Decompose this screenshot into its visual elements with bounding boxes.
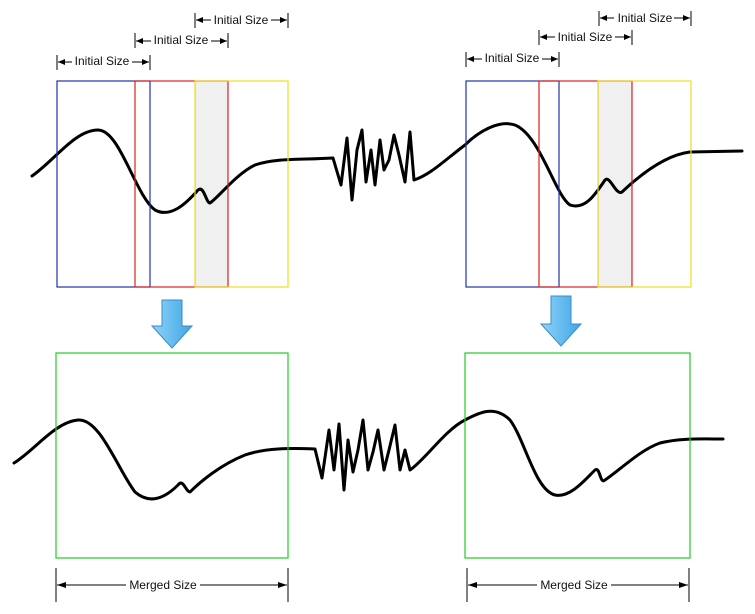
left-merged-size-label: Merged Size: [129, 578, 197, 592]
right-merged-window: [464, 352, 691, 559]
bottom-signal-curve: [12, 409, 725, 501]
left-down-arrow-icon: [150, 299, 194, 349]
right-initial-size-dim-2: Initial Size: [538, 30, 633, 45]
left-window-yellow: [194, 80, 289, 288]
right-initial-size-label-1: Initial Size: [485, 51, 540, 65]
left-window-red: [134, 80, 229, 288]
left-initial-size-label-1: Initial Size: [75, 54, 130, 68]
left-merged-window: [55, 352, 289, 559]
right-down-arrow-icon: [539, 295, 583, 347]
right-overlap-shadow: [598, 81, 632, 287]
left-initial-size-dim-3: Initial Size: [194, 13, 289, 28]
right-initial-size-label-3: Initial Size: [618, 11, 673, 25]
right-merged-size-label: Merged Size: [540, 578, 608, 592]
left-initial-size-label-3: Initial Size: [214, 13, 269, 27]
right-window-yellow: [597, 80, 692, 288]
right-window-red: [538, 80, 633, 288]
right-initial-size-dim-1: Initial Size: [465, 51, 560, 67]
right-window-blue: [465, 80, 560, 288]
right-merged-size-dim: Merged Size: [466, 568, 690, 602]
left-merged-size-dim: Merged Size: [55, 568, 289, 602]
left-initial-size-dim-2: Initial Size: [134, 33, 229, 48]
right-initial-size-label-2: Initial Size: [558, 30, 613, 44]
left-initial-size-dim-1: Initial Size: [56, 54, 151, 70]
left-initial-size-label-2: Initial Size: [154, 33, 209, 47]
top-signal-curve: [30, 122, 744, 214]
right-initial-size-dim-3: Initial Size: [598, 11, 692, 26]
left-window-blue: [56, 80, 151, 288]
left-overlap-shadow: [195, 81, 228, 287]
